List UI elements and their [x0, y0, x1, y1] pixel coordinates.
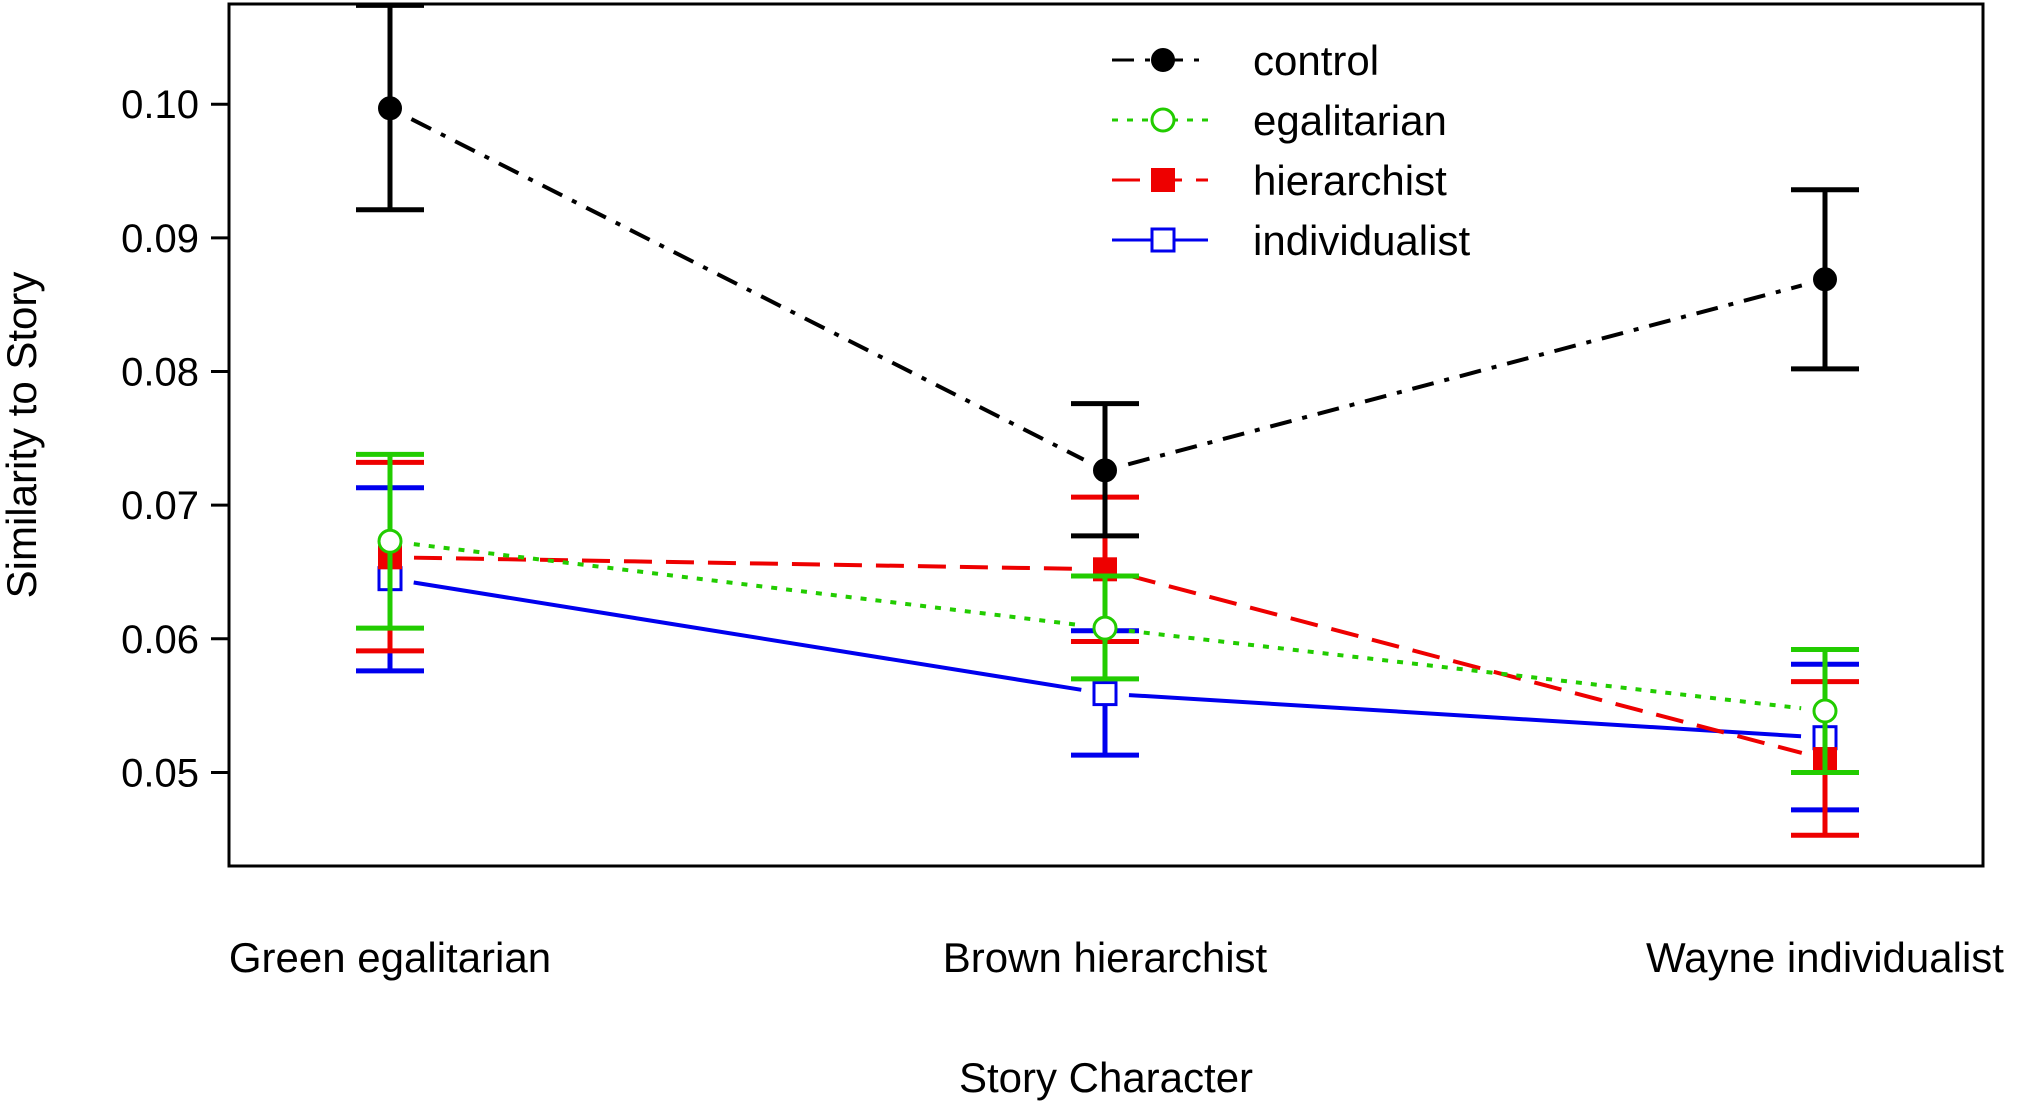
legend-label-egalitarian: egalitarian — [1253, 97, 1447, 144]
series-line — [413, 542, 1082, 628]
data-point — [1812, 698, 1838, 724]
data-point — [377, 528, 403, 554]
y-tick-label: 0.08 — [121, 351, 199, 395]
y-tick-label: 0.09 — [121, 217, 199, 261]
x-category-label: Green egalitarian — [229, 934, 551, 981]
y-axis: 0.05 0.06 0.07 0.08 0.09 0.10 — [121, 83, 229, 795]
legend-marker-individualist — [1150, 227, 1176, 253]
y-axis-title: Similarity to Story — [0, 272, 45, 599]
legend-label-individualist: individualist — [1253, 217, 1470, 264]
x-category-label: Brown hierarchist — [943, 934, 1268, 981]
series-line — [1127, 573, 1803, 755]
data-point — [1092, 681, 1118, 707]
x-axis-title: Story Character — [959, 1054, 1253, 1101]
data-point — [378, 96, 402, 121]
y-tick-label: 0.07 — [121, 484, 199, 528]
data-point — [1093, 458, 1117, 483]
plot-frame — [227, 2, 1985, 868]
series-line — [1127, 283, 1803, 467]
series-layer — [356, 2, 1859, 838]
series-line — [410, 117, 1085, 462]
series-line — [413, 580, 1082, 692]
legend-marker-hierarchist — [1151, 168, 1175, 192]
legend: control egalitarian hierarchist individuali… — [1112, 37, 1470, 264]
y-tick-label: 0.06 — [121, 618, 199, 662]
series-line — [413, 555, 1082, 571]
series-egalitarian — [356, 451, 1859, 775]
data-point — [1092, 615, 1118, 641]
data-point — [1813, 267, 1837, 292]
legend-marker-control — [1151, 48, 1175, 72]
legend-label-control: control — [1253, 37, 1379, 84]
series-control — [356, 2, 1859, 539]
y-tick-label: 0.10 — [121, 83, 199, 127]
x-category-label: Wayne individualist — [1646, 934, 2004, 981]
series-line — [1128, 693, 1802, 739]
legend-marker-egalitarian — [1150, 107, 1176, 133]
x-axis: Green egalitarian Brown hierarchist Wayne … — [229, 934, 2004, 981]
y-tick-label: 0.05 — [121, 751, 199, 795]
legend-label-hierarchist: hierarchist — [1253, 157, 1447, 204]
